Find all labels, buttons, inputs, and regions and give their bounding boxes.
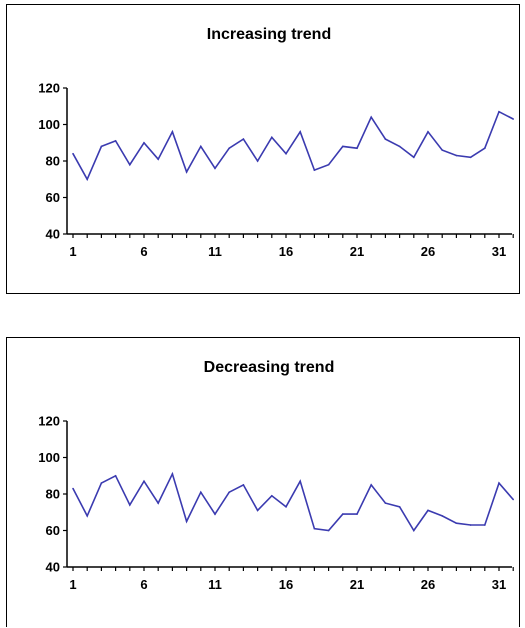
data-point [285, 152, 287, 155]
data-point [114, 140, 117, 142]
data-point [200, 145, 202, 148]
x-tick-label: 11 [208, 244, 222, 259]
data-point [512, 118, 514, 120]
x-tick-label: 21 [350, 577, 364, 592]
data-point [313, 527, 316, 530]
data-point [484, 147, 486, 150]
data-point [271, 495, 273, 497]
series-line [72, 110, 514, 182]
data-point [228, 491, 230, 493]
data-point [427, 131, 429, 133]
y-tick-label: 40 [46, 227, 60, 242]
y-tick-label: 120 [38, 414, 60, 429]
x-tick-label: 6 [140, 577, 147, 592]
x-tick-label: 16 [279, 577, 293, 592]
data-point [256, 160, 259, 162]
data-point [214, 513, 216, 515]
data-point [427, 509, 429, 512]
data-point [129, 504, 131, 506]
data-point [285, 505, 287, 508]
data-point [413, 529, 415, 532]
data-point [271, 136, 273, 139]
data-point [370, 116, 373, 118]
x-tick-label: 26 [421, 244, 435, 259]
x-tick-label: 1 [69, 244, 76, 259]
data-point [72, 487, 74, 490]
data-point [143, 141, 145, 144]
data-point [498, 482, 500, 484]
y-tick-label: 120 [38, 81, 60, 96]
data-point [413, 156, 415, 159]
x-tick-label: 16 [279, 244, 293, 259]
data-point [242, 138, 245, 140]
data-point [185, 520, 188, 523]
data-point [342, 145, 344, 148]
data-point [86, 515, 88, 517]
data-point [242, 484, 245, 486]
x-tick-label: 31 [492, 577, 506, 592]
data-point [498, 110, 500, 113]
data-point [157, 158, 159, 160]
data-point [185, 171, 188, 173]
y-tick-label: 100 [38, 450, 60, 465]
data-point [469, 156, 472, 159]
data-point [100, 482, 103, 484]
data-point [455, 522, 458, 524]
data-point [512, 498, 514, 501]
chart-title: Increasing trend [207, 26, 331, 43]
data-point [441, 515, 444, 517]
data-point [299, 131, 302, 133]
y-tick-label: 80 [46, 487, 60, 502]
y-tick-label: 60 [46, 523, 60, 538]
x-tick-label: 21 [350, 244, 364, 259]
chart-panel-decreasing: Decreasing trend 40 60 80 100 120 1 6 11 16 21 26 31 [6, 337, 520, 627]
data-point [228, 147, 230, 150]
data-point [100, 145, 103, 148]
data-point [441, 149, 444, 151]
data-point [484, 524, 486, 526]
data-point [313, 169, 316, 171]
data-point [157, 502, 159, 504]
data-point [469, 524, 472, 526]
data-point [171, 131, 174, 133]
data-point [200, 491, 202, 493]
data-point [356, 513, 358, 515]
data-point [398, 145, 401, 148]
x-tick-label: 6 [140, 244, 147, 259]
data-point [129, 163, 131, 166]
x-tick-label: 31 [492, 244, 506, 259]
data-point [143, 480, 145, 483]
data-point [356, 147, 358, 150]
y-tick-label: 80 [46, 154, 60, 169]
data-point [370, 484, 373, 486]
x-tick-label: 11 [208, 577, 222, 592]
y-tick-label: 60 [46, 190, 60, 205]
x-tick-label: 1 [69, 577, 76, 592]
data-point [327, 529, 330, 532]
y-tick-label: 40 [46, 560, 60, 575]
data-point [214, 167, 216, 170]
data-point [256, 509, 259, 512]
data-point [72, 152, 74, 155]
chart-title: Decreasing trend [204, 359, 335, 376]
chart-panel-increasing: Increasing trend 40 60 80 100 120 1 6 11 16 21 26 31 [6, 4, 520, 294]
y-tick-label: 100 [38, 117, 60, 132]
series-line [72, 471, 514, 532]
data-point [384, 502, 387, 504]
data-point [327, 163, 330, 166]
x-tick-label: 26 [421, 577, 435, 592]
data-point [86, 178, 88, 181]
data-point [455, 154, 458, 157]
data-point [384, 138, 387, 140]
data-point [398, 505, 401, 508]
data-point [342, 513, 344, 515]
data-point [299, 480, 302, 483]
data-point [114, 474, 117, 477]
data-point [171, 473, 174, 475]
